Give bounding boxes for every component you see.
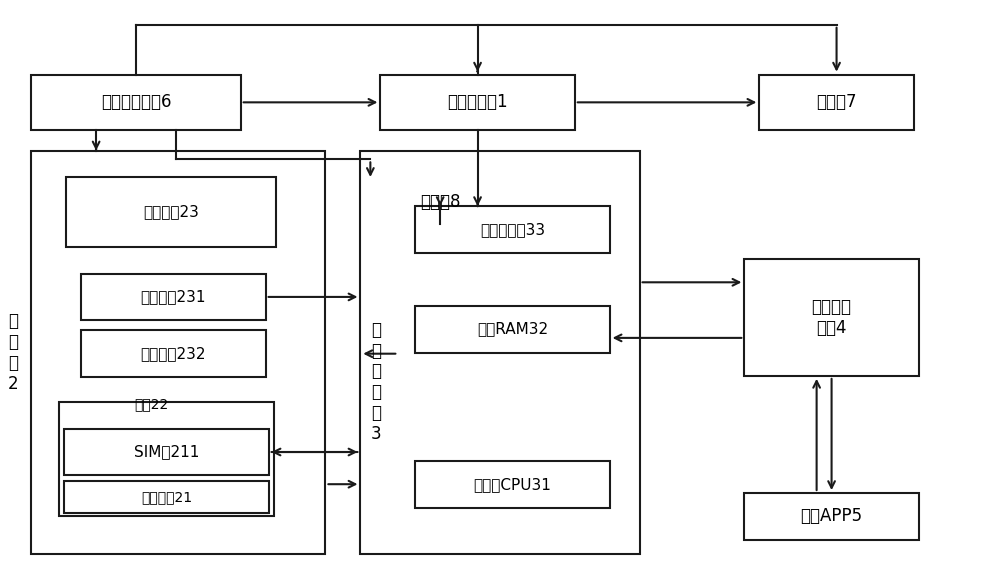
Text: 数
据
处
理
器
3: 数 据 处 理 器 3: [371, 321, 382, 443]
FancyBboxPatch shape: [31, 151, 325, 554]
FancyBboxPatch shape: [360, 151, 640, 554]
FancyBboxPatch shape: [370, 180, 510, 224]
Text: SIM卡211: SIM卡211: [134, 445, 199, 459]
FancyBboxPatch shape: [415, 461, 610, 507]
Text: 手机APP5: 手机APP5: [801, 507, 863, 526]
FancyBboxPatch shape: [81, 273, 266, 320]
Text: 电源／锂电池6: 电源／锂电池6: [101, 93, 171, 111]
FancyBboxPatch shape: [744, 493, 919, 540]
Text: 快门部件23: 快门部件23: [143, 205, 199, 219]
Text: 内存RAM32: 内存RAM32: [477, 322, 548, 336]
Text: 摄
像
头
2: 摄 像 头 2: [8, 312, 19, 393]
Text: 红外探测器1: 红外探测器1: [447, 93, 508, 111]
FancyBboxPatch shape: [66, 177, 276, 247]
Text: 移动通信
网络4: 移动通信 网络4: [812, 298, 852, 337]
Text: 摄像镜头21: 摄像镜头21: [141, 490, 192, 505]
Text: 警报器7: 警报器7: [816, 93, 857, 111]
Text: 导线22: 导线22: [134, 397, 168, 411]
Text: 接口／插槽33: 接口／插槽33: [480, 222, 545, 237]
FancyBboxPatch shape: [759, 75, 914, 130]
Text: 快门连杆232: 快门连杆232: [141, 346, 206, 361]
FancyBboxPatch shape: [415, 206, 610, 253]
FancyBboxPatch shape: [64, 481, 269, 513]
FancyBboxPatch shape: [415, 306, 610, 353]
Text: 电脑板CPU31: 电脑板CPU31: [474, 477, 551, 492]
FancyBboxPatch shape: [744, 259, 919, 376]
Text: 快门按钮231: 快门按钮231: [141, 289, 206, 305]
FancyBboxPatch shape: [31, 75, 241, 130]
FancyBboxPatch shape: [81, 330, 266, 377]
Text: 拾音器8: 拾音器8: [420, 193, 460, 211]
FancyBboxPatch shape: [59, 402, 274, 516]
FancyBboxPatch shape: [64, 429, 269, 476]
FancyBboxPatch shape: [380, 75, 575, 130]
